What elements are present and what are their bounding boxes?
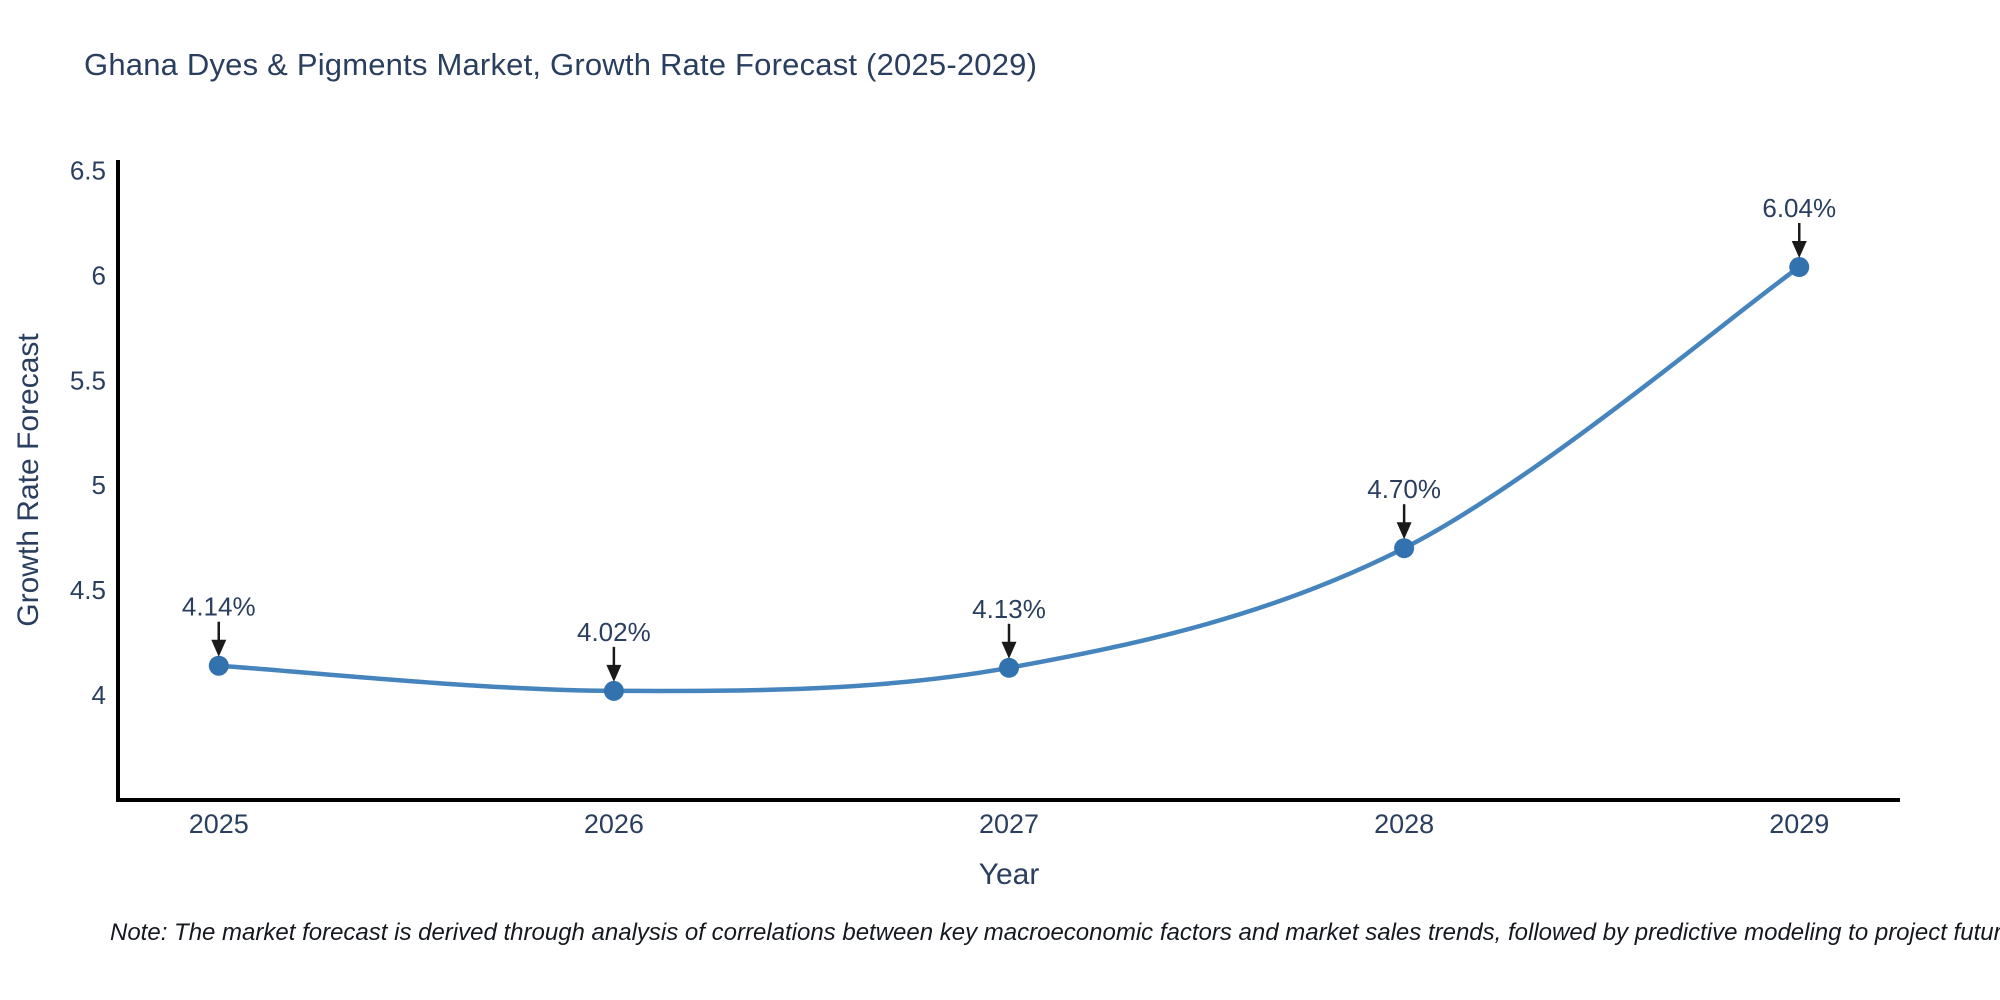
annotation-arrowhead: [211, 639, 227, 657]
y-tick-label: 5.5: [70, 365, 106, 395]
annotation-arrowhead: [1001, 641, 1017, 659]
point-label-2026: 4.02%: [577, 617, 651, 647]
y-tick-label: 4: [92, 680, 106, 710]
x-tick-label: 2026: [584, 809, 644, 839]
annotation-arrowhead: [1791, 241, 1807, 259]
footnote: Note: The market forecast is derived thr…: [110, 919, 2000, 946]
annotation-arrowhead: [606, 664, 622, 682]
x-tick-label: 2027: [979, 809, 1039, 839]
y-tick-label: 5: [92, 470, 106, 500]
y-tick-label: 4.5: [70, 575, 106, 605]
chart-title: Ghana Dyes & Pigments Market, Growth Rat…: [84, 47, 1038, 82]
x-tick-label: 2028: [1374, 809, 1434, 839]
x-axis-title: Year: [979, 858, 1040, 891]
data-point-2027[interactable]: [999, 657, 1019, 678]
point-label-2029: 6.04%: [1762, 193, 1836, 223]
y-axis-title: Growth Rate Forecast: [12, 333, 45, 627]
data-point-2028[interactable]: [1394, 538, 1415, 559]
x-tick-label: 2029: [1769, 809, 1829, 839]
trend-line: [216, 264, 1802, 694]
x-tick-label: 2025: [189, 809, 249, 839]
point-label-2028: 4.70%: [1367, 474, 1441, 504]
y-tick-label: 6.5: [70, 155, 106, 185]
data-point-2029[interactable]: [1789, 257, 1810, 278]
y-tick-label: 6: [92, 260, 106, 290]
data-point-2026[interactable]: [603, 680, 624, 701]
annotation-arrowhead: [1396, 522, 1412, 540]
data-point-2025[interactable]: [208, 655, 229, 676]
point-label-2027: 4.13%: [972, 594, 1046, 624]
point-label-2025: 4.14%: [182, 592, 256, 622]
